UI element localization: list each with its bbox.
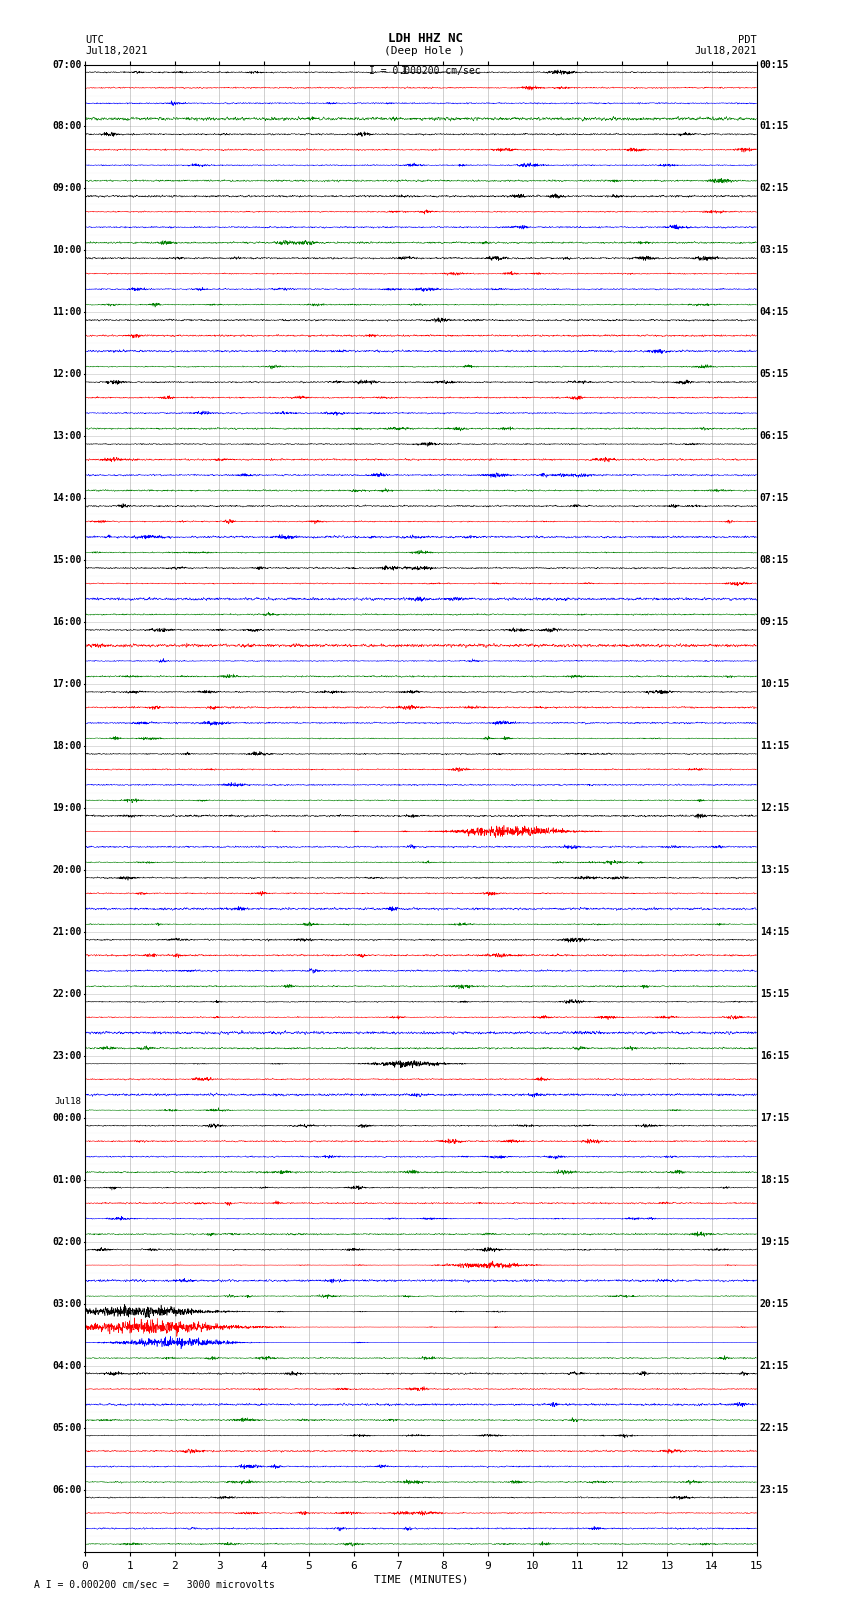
Text: 12:15: 12:15: [760, 803, 790, 813]
Text: 09:15: 09:15: [760, 618, 790, 627]
Text: 03:15: 03:15: [760, 245, 790, 255]
Text: 14:15: 14:15: [760, 927, 790, 937]
Text: 02:00: 02:00: [52, 1237, 82, 1247]
Text: 08:00: 08:00: [52, 121, 82, 132]
Text: 22:00: 22:00: [52, 989, 82, 998]
Text: 05:00: 05:00: [52, 1423, 82, 1432]
Text: I = 0.000200 cm/sec: I = 0.000200 cm/sec: [369, 66, 481, 76]
Text: UTC: UTC: [85, 35, 104, 45]
Text: 14:00: 14:00: [52, 494, 82, 503]
Text: 10:00: 10:00: [52, 245, 82, 255]
Text: 19:15: 19:15: [760, 1237, 790, 1247]
Text: 21:15: 21:15: [760, 1361, 790, 1371]
Text: (Deep Hole ): (Deep Hole ): [384, 47, 466, 56]
Text: 15:15: 15:15: [760, 989, 790, 998]
Text: 15:00: 15:00: [52, 555, 82, 565]
Text: 19:00: 19:00: [52, 803, 82, 813]
Text: 13:00: 13:00: [52, 431, 82, 442]
Text: Jul18: Jul18: [54, 1097, 82, 1107]
Text: 06:00: 06:00: [52, 1484, 82, 1495]
Text: 02:15: 02:15: [760, 184, 790, 194]
X-axis label: TIME (MINUTES): TIME (MINUTES): [373, 1574, 468, 1586]
Text: 09:00: 09:00: [52, 184, 82, 194]
Text: 05:15: 05:15: [760, 369, 790, 379]
Text: LDH HHZ NC: LDH HHZ NC: [388, 32, 462, 45]
Text: Jul18,2021: Jul18,2021: [85, 47, 148, 56]
Text: 00:15: 00:15: [760, 60, 790, 69]
Text: 06:15: 06:15: [760, 431, 790, 442]
Text: 01:15: 01:15: [760, 121, 790, 132]
Text: 23:15: 23:15: [760, 1484, 790, 1495]
Text: 07:00: 07:00: [52, 60, 82, 69]
Text: Jul18,2021: Jul18,2021: [694, 47, 756, 56]
Text: I: I: [401, 66, 408, 76]
Text: 22:15: 22:15: [760, 1423, 790, 1432]
Text: 16:15: 16:15: [760, 1052, 790, 1061]
Text: 18:00: 18:00: [52, 740, 82, 752]
Text: A I = 0.000200 cm/sec =   3000 microvolts: A I = 0.000200 cm/sec = 3000 microvolts: [34, 1581, 275, 1590]
Text: 10:15: 10:15: [760, 679, 790, 689]
Text: 08:15: 08:15: [760, 555, 790, 565]
Text: 00:00: 00:00: [52, 1113, 82, 1123]
Text: 13:15: 13:15: [760, 865, 790, 876]
Text: 11:00: 11:00: [52, 308, 82, 318]
Text: PDT: PDT: [738, 35, 756, 45]
Text: 16:00: 16:00: [52, 618, 82, 627]
Text: 11:15: 11:15: [760, 740, 790, 752]
Text: 23:00: 23:00: [52, 1052, 82, 1061]
Text: 20:00: 20:00: [52, 865, 82, 876]
Text: 18:15: 18:15: [760, 1174, 790, 1186]
Text: 07:15: 07:15: [760, 494, 790, 503]
Text: 03:00: 03:00: [52, 1298, 82, 1308]
Text: 20:15: 20:15: [760, 1298, 790, 1308]
Text: 17:15: 17:15: [760, 1113, 790, 1123]
Text: 04:00: 04:00: [52, 1361, 82, 1371]
Text: 04:15: 04:15: [760, 308, 790, 318]
Text: 21:00: 21:00: [52, 927, 82, 937]
Text: 01:00: 01:00: [52, 1174, 82, 1186]
Text: 17:00: 17:00: [52, 679, 82, 689]
Text: 12:00: 12:00: [52, 369, 82, 379]
